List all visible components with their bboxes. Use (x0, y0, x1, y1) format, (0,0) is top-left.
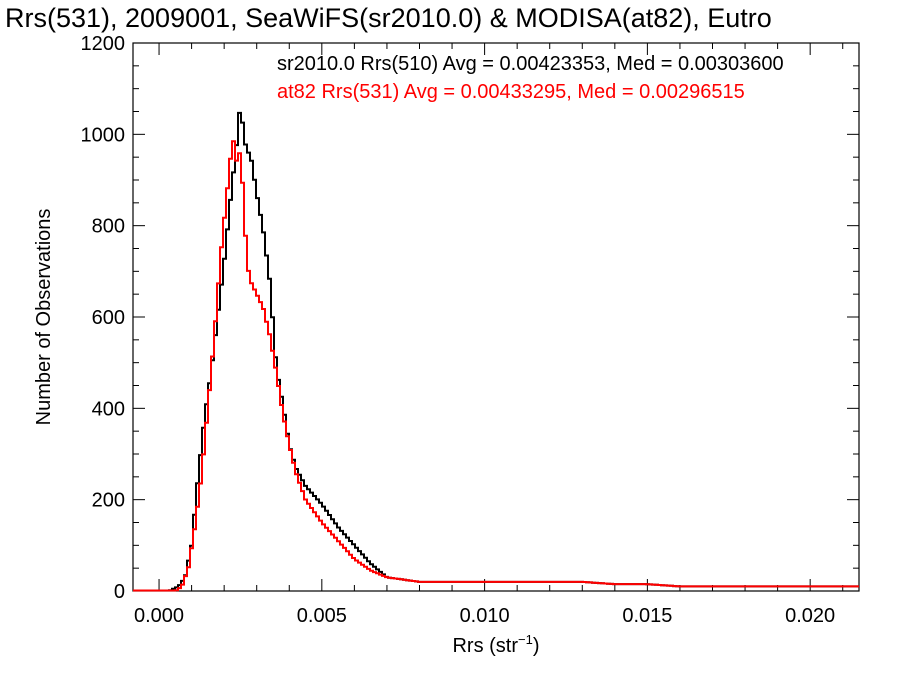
legend-entry-sr2010: sr2010.0 Rrs(510) Avg = 0.00423353, Med … (277, 53, 784, 75)
y-tick-label: 800 (92, 216, 125, 238)
x-axis-label: Rrs (str−1) (452, 632, 539, 657)
x-tick-label: 0.005 (297, 605, 347, 627)
y-axis-label: Number of Observations (33, 209, 55, 426)
x-axis-label-base: Rrs (str (452, 635, 518, 657)
x-tick-label: 0.010 (460, 605, 510, 627)
x-axis-ticks: 0.000 0.005 0.010 0.015 0.020 (134, 43, 844, 627)
y-tick-label: 600 (92, 307, 125, 329)
x-axis-label-close: ) (533, 635, 540, 657)
y-tick-label: 0 (114, 581, 125, 603)
y-tick-label: 1000 (81, 124, 126, 146)
chart-title: Rrs(531), 2009001, SeaWiFS(sr2010.0) & M… (5, 3, 772, 33)
y-axis-ticks: 0 200 400 600 800 1000 1200 (81, 33, 859, 603)
x-axis-label-superscript: −1 (518, 632, 533, 647)
series-line-at82 (133, 140, 859, 592)
y-tick-label: 200 (92, 490, 125, 512)
legend-entry-at82: at82 Rrs(531) Avg = 0.00433295, Med = 0.… (277, 81, 745, 103)
x-tick-label: 0.015 (622, 605, 672, 627)
y-tick-label: 400 (92, 398, 125, 420)
plot-frame (132, 42, 860, 592)
x-tick-label: 0.000 (134, 605, 184, 627)
series-layer (133, 111, 859, 592)
series-line-sr2010-0 (133, 111, 859, 592)
y-tick-label: 1200 (81, 33, 126, 55)
x-tick-label: 0.020 (785, 605, 835, 627)
